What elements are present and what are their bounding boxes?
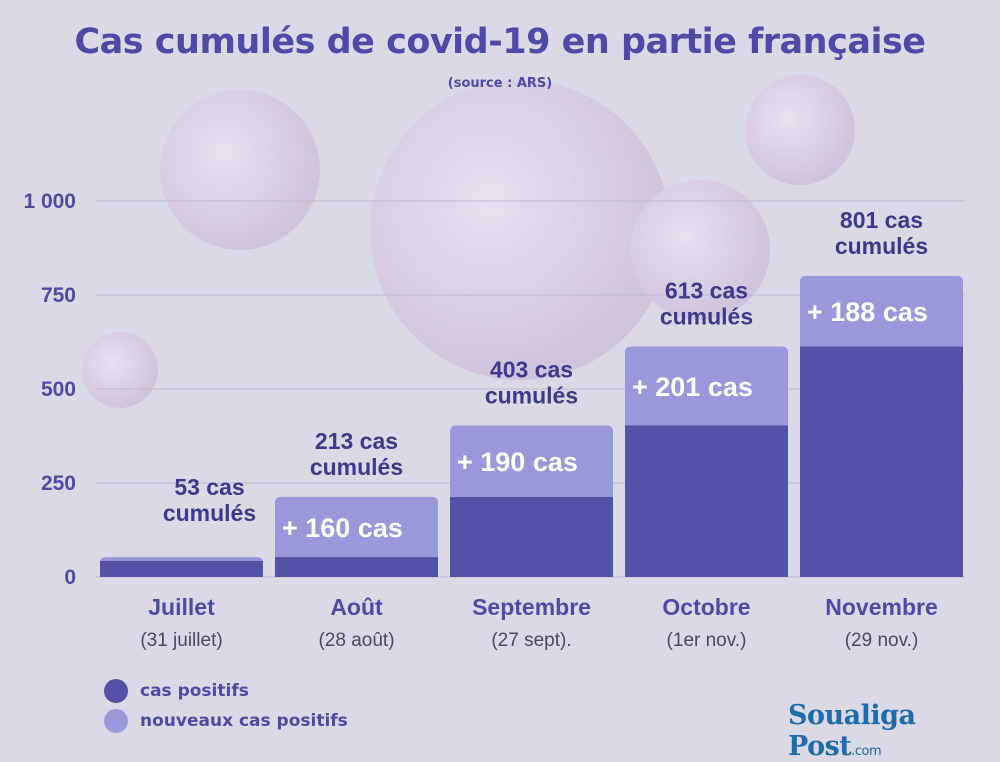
legend-label-nouveaux-cas: nouveaux cas positifs (140, 711, 348, 731)
x-category-label: Juillet (148, 594, 215, 620)
legend-label-cas-positifs: cas positifs (140, 681, 249, 701)
total-label: cumulés (660, 304, 753, 330)
total-label: cumulés (163, 500, 256, 526)
x-category-label: Octobre (662, 594, 750, 620)
bar-positive-cases (625, 425, 788, 577)
total-label: 613 cas (665, 278, 748, 304)
total-label: cumulés (485, 382, 578, 408)
legend: cas positifs nouveaux cas positifs (104, 676, 348, 736)
x-category-label: Septembre (472, 594, 591, 620)
bar-new-cases (800, 275, 963, 347)
y-tick-label: 1 000 (23, 190, 76, 213)
x-date-label: (27 sept). (491, 630, 571, 651)
total-label: 403 cas (490, 356, 573, 382)
legend-swatch-cas-positifs (104, 679, 128, 703)
y-tick-label: 250 (41, 472, 76, 495)
increment-label: + 160 cas (282, 513, 403, 543)
x-category-label: Novembre (825, 594, 937, 620)
legend-swatch-nouveaux-cas (104, 709, 128, 733)
bar-new-cases (275, 496, 438, 558)
bar-positive-cases (800, 346, 963, 577)
x-date-label: (29 nov.) (845, 630, 919, 651)
x-date-label: (28 août) (318, 630, 394, 651)
bar-positive-cases (275, 557, 438, 577)
x-date-label: (31 juillet) (140, 630, 222, 651)
total-label: 213 cas (315, 428, 398, 454)
bar-new-cases (625, 346, 788, 426)
y-tick-label: 0 (64, 566, 76, 589)
bar-new-cases (100, 557, 263, 564)
increment-label: + 201 cas (632, 372, 753, 402)
y-tick-label: 750 (41, 284, 76, 307)
bar-new-cases (450, 425, 613, 497)
bar-positive-cases (100, 560, 263, 577)
total-label: cumulés (835, 233, 928, 259)
y-tick-label: 500 (41, 378, 76, 401)
soualiga-post-logo: Soualiga Post.com (788, 700, 1000, 762)
total-label: cumulés (310, 454, 403, 480)
total-label: 53 cas (174, 474, 244, 500)
x-category-label: Août (330, 594, 383, 620)
logo-suffix: .com (851, 744, 882, 759)
total-label: 801 cas (840, 207, 923, 233)
increment-label: + 188 cas (807, 297, 928, 327)
increment-label: + 190 cas (457, 447, 578, 477)
x-date-label: (1er nov.) (667, 630, 747, 651)
chart-source: (source : ARS) (447, 76, 553, 91)
chart-title: Cas cumulés de covid-19 en partie frança… (74, 22, 926, 62)
legend-item-nouveaux-cas: nouveaux cas positifs (104, 706, 348, 736)
legend-item-cas-positifs: cas positifs (104, 676, 348, 706)
bar-positive-cases (450, 496, 613, 577)
